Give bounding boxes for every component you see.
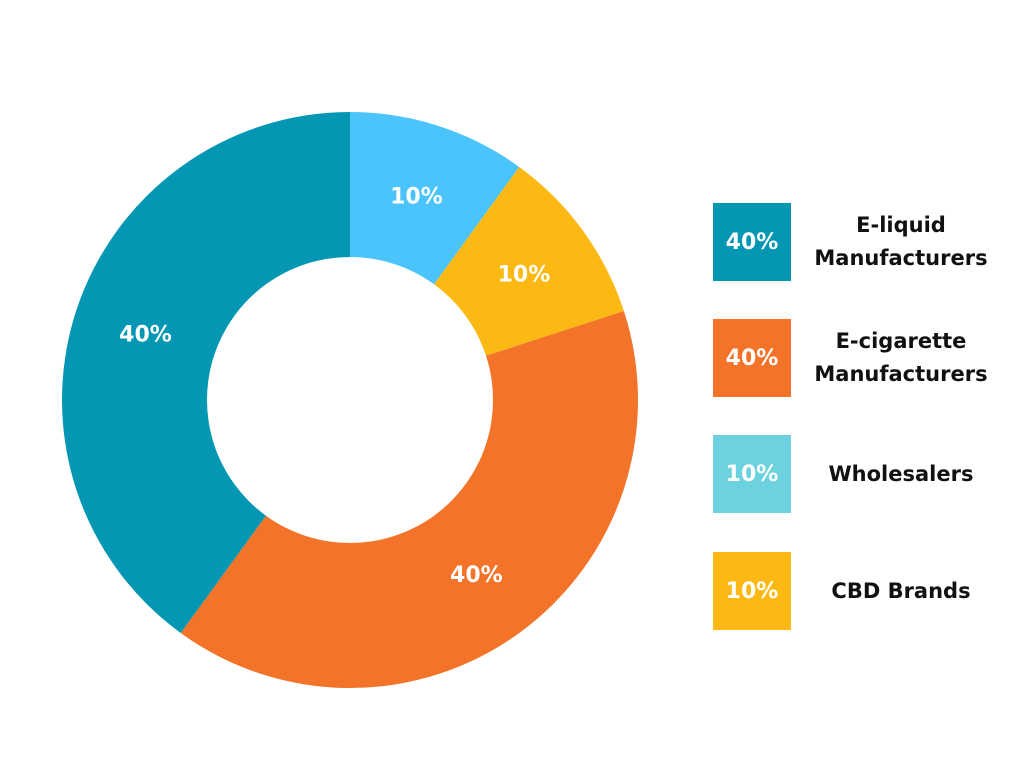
donut-slice (62, 112, 351, 633)
legend-label: E-liquid Manufacturers (814, 213, 988, 270)
slice-label: 10% (390, 185, 443, 210)
legend-item: 40% E-liquid Manufacturers (713, 203, 1003, 281)
slice-label: 40% (119, 323, 172, 348)
legend-label: Wholesalers (828, 461, 974, 486)
legend-item: 10% CBD Brands (713, 552, 1003, 630)
donut-slice (350, 112, 520, 285)
legend-swatch: 40% (713, 203, 791, 281)
legend-swatch: 40% (713, 319, 791, 397)
donut-slice (434, 167, 624, 356)
legend-label: CBD Brands (831, 578, 971, 603)
slice-label: 40% (450, 563, 503, 588)
slice-label: 10% (498, 263, 551, 288)
legend-item: 10% Wholesalers (713, 435, 1003, 513)
legend-swatch: 10% (713, 435, 791, 513)
legend-swatch: 10% (713, 552, 791, 630)
donut-slice (180, 311, 639, 688)
legend-item: 40% E-cigarette Manufacturers (713, 319, 1003, 397)
legend-label: E-cigarette Manufacturers (814, 329, 988, 386)
